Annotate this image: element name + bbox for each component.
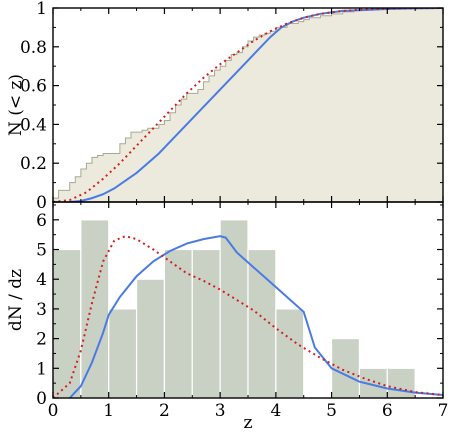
cdf-ticks: 0 0.2 0.4 0.6 0.8 1 — [20, 0, 444, 213]
histogram-bar — [53, 248, 82, 398]
x-tick-label: 4 — [270, 401, 281, 421]
y-tick-label: 0 — [36, 193, 47, 213]
y-tick-label: 4 — [36, 270, 47, 290]
histogram-bar — [386, 367, 416, 398]
cdf-panel: 0 0.2 0.4 0.6 0.8 1 N (< z) — [6, 0, 444, 213]
y-tick-label: 3 — [36, 300, 47, 320]
histogram-bar — [108, 308, 138, 398]
x-tick-label: 1 — [103, 401, 114, 421]
y-tick-label: 0 — [36, 389, 47, 409]
y-tick-label: 0.6 — [20, 77, 47, 97]
y-tick-label: 5 — [36, 241, 47, 261]
cdf-y-axis-label: N (< z) — [6, 74, 26, 136]
y-tick-label: 1 — [36, 0, 47, 19]
histogram-bar — [275, 308, 305, 398]
y-tick-label: 0.2 — [20, 154, 47, 174]
histogram-bar — [358, 367, 388, 398]
x-tick-label: 6 — [382, 401, 393, 421]
histogram-bar — [330, 338, 361, 398]
density-ticks: 0 1 2 3 4 5 6 7 0 1 2 3 4 5 6 — [36, 202, 448, 421]
density-blue-curve — [68, 235, 443, 398]
y-tick-label: 6 — [36, 211, 47, 231]
histogram-bar — [219, 219, 249, 398]
histogram-bar — [135, 278, 166, 398]
y-tick-label: 2 — [36, 330, 47, 350]
density-plot-area — [53, 219, 443, 398]
x-tick-label: 3 — [215, 401, 226, 421]
y-tick-label: 0.8 — [20, 38, 47, 58]
histogram-bar — [191, 248, 221, 398]
y-tick-label: 1 — [36, 359, 47, 379]
cdf-plot-area — [53, 8, 443, 202]
x-tick-label: 5 — [326, 401, 337, 421]
x-tick-label: 0 — [48, 401, 59, 421]
histogram-bar — [247, 248, 277, 398]
density-y-axis-label: dN / dz — [6, 269, 26, 331]
y-tick-label: 0.4 — [20, 115, 47, 135]
density-panel: 0 1 2 3 4 5 6 7 0 1 2 3 4 5 6 dN / dz z — [6, 201, 448, 433]
histogram-bar — [80, 219, 110, 398]
x-axis-label: z — [244, 413, 253, 433]
cdf-step-area — [53, 8, 443, 202]
x-tick-label: 2 — [159, 401, 170, 421]
x-tick-label: 7 — [438, 401, 449, 421]
histogram-bar — [163, 248, 193, 398]
